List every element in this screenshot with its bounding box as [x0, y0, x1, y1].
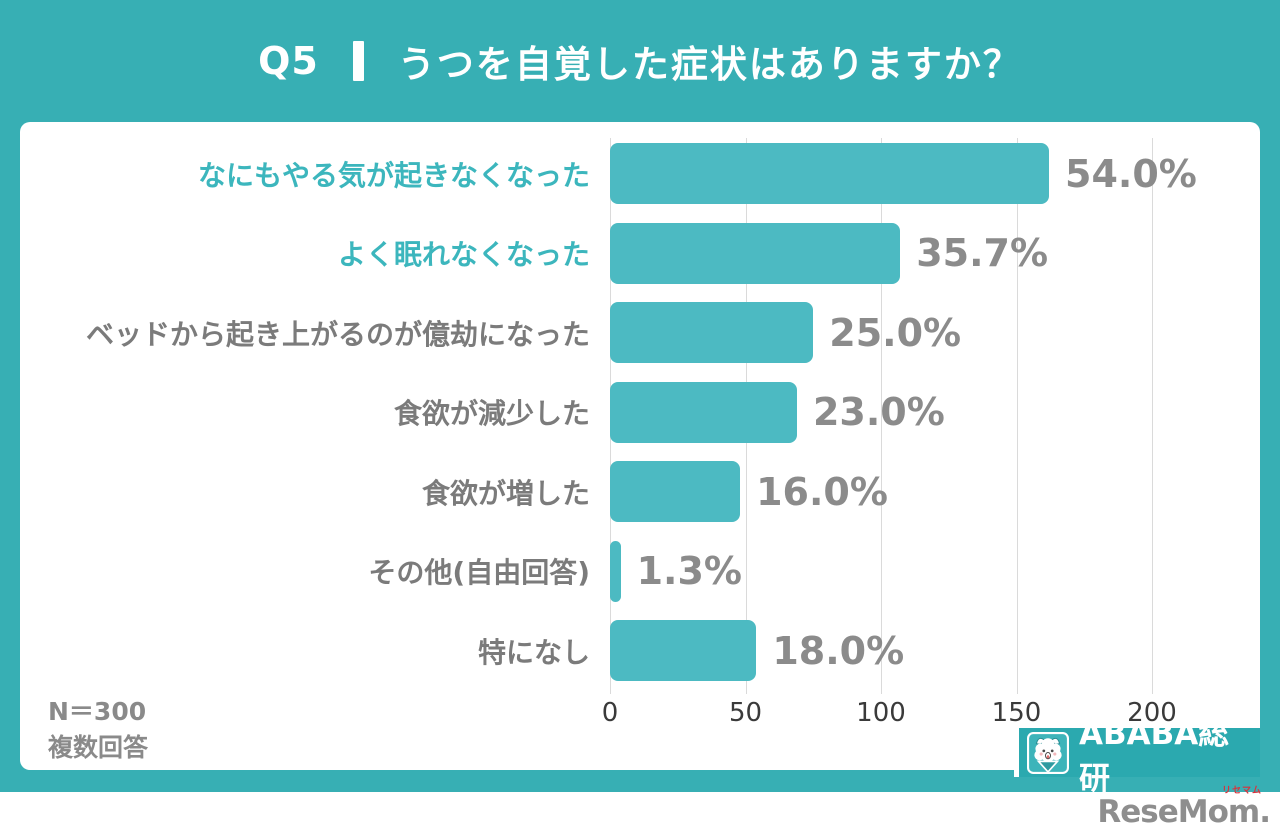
bar-chart: 0 50 100 150 200 なにもやる気が起きなくなった 54.0% よく眠れなく… — [20, 122, 1260, 770]
bar — [610, 461, 741, 522]
value-label: 18.0% — [772, 628, 905, 673]
gridline — [1152, 138, 1153, 694]
category-label: なにもやる気が起きなくなった — [197, 158, 590, 192]
bar — [610, 143, 1050, 204]
value-label: 54.0% — [1065, 151, 1197, 196]
gridline — [1016, 138, 1018, 694]
x-axis-tick: 100 — [856, 698, 906, 728]
bar — [610, 540, 621, 602]
chart-row: 食欲が増した 16.0% — [20, 461, 1260, 522]
brand-logo-text: ABABA総研 — [1079, 715, 1230, 797]
answer-type: 複数回答 — [48, 733, 149, 763]
chart-card: 0 50 100 150 200 なにもやる気が起きなくなった 54.0% よく眠れなく… — [20, 122, 1260, 797]
value-label: 25.0% — [829, 310, 962, 355]
brand-logo: ABABA総研 — [1014, 716, 1260, 797]
value-label: 16.0% — [756, 469, 888, 514]
chart-row: 食欲が減少した 23.0% — [20, 381, 1260, 443]
x-axis-tick: 0 — [601, 698, 619, 728]
value-label: 35.7% — [916, 231, 1049, 275]
title-divider-bar — [352, 41, 364, 81]
watermark: リセマム ReseMom. — [1097, 786, 1271, 830]
bar — [610, 620, 757, 681]
category-label: ベッドから起き上がるのが億劫になった — [85, 317, 590, 351]
chart-row: よく眠れなくなった 35.7% — [20, 222, 1260, 284]
category-label: 食欲が減少した — [393, 397, 590, 430]
category-label: よく眠れなくなった — [337, 238, 590, 271]
x-axis-tick: 50 — [728, 698, 763, 728]
value-label: 1.3% — [636, 549, 742, 593]
sample-size: N＝300 — [48, 697, 147, 726]
category-label: 特になし — [477, 635, 590, 669]
page-title: うつを自覚した症状はありますか？ — [397, 43, 1022, 86]
chart-row: 特になし 18.0% — [20, 620, 1260, 681]
bar — [610, 302, 814, 363]
gridline — [881, 138, 882, 694]
question-number: Q5 — [258, 39, 319, 83]
chart-row: ベッドから起き上がるのが億劫になった 25.0% — [20, 302, 1260, 363]
category-label: 食欲が増した — [421, 476, 590, 510]
alpaca-mascot-icon — [1027, 731, 1069, 774]
watermark-ruby: リセマム — [1221, 786, 1262, 796]
header: Q5 うつを自覚した症状はありますか？ — [0, 0, 1280, 122]
value-label: 23.0% — [812, 390, 945, 434]
chart-row: なにもやる気が起きなくなった 54.0% — [20, 143, 1260, 204]
watermark-logo: ReseMom. — [1097, 794, 1271, 830]
sample-note: N＝300 複数回答 — [48, 694, 148, 767]
chart-row: その他(自由回答) 1.3% — [20, 540, 1260, 602]
bar — [610, 381, 797, 443]
category-label: その他(自由回答) — [368, 556, 590, 589]
bar — [610, 222, 901, 284]
